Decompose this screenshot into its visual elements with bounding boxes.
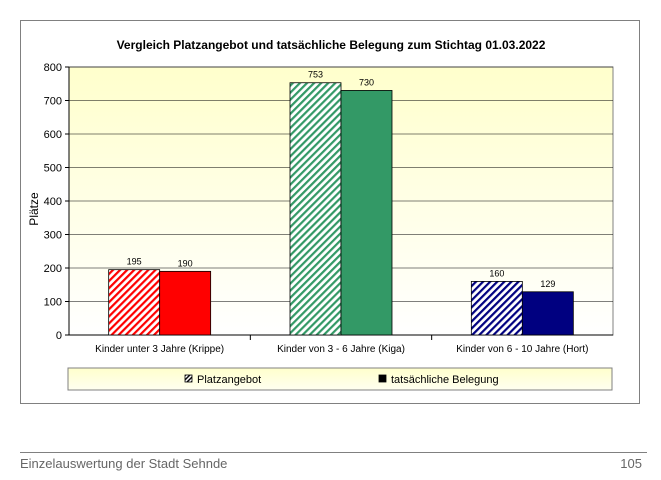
y-tick-label: 100 bbox=[44, 297, 62, 309]
bar-chart: Vergleich Platzangebot und tatsächliche … bbox=[27, 38, 614, 391]
plot-area: 0 100 200 300 400 500 600 700 800 195 190 Kinder un… bbox=[44, 62, 614, 355]
bar bbox=[470, 280, 523, 336]
x-tick-label: Kinder unter 3 Jahre (Krippe) bbox=[95, 344, 224, 355]
data-label: 730 bbox=[359, 77, 374, 87]
y-tick-label: 400 bbox=[44, 196, 62, 208]
legend-box bbox=[67, 367, 613, 391]
chart-title: Vergleich Platzangebot und tatsächliche … bbox=[117, 38, 546, 52]
data-label: 190 bbox=[178, 258, 193, 268]
page-number: 105 bbox=[620, 456, 642, 471]
bar bbox=[159, 270, 212, 336]
legend: Platzangebot tatsächliche Belegung bbox=[67, 367, 613, 391]
bar bbox=[521, 291, 574, 336]
footer-divider bbox=[20, 452, 647, 453]
legend-swatch bbox=[378, 374, 387, 383]
data-label: 195 bbox=[127, 257, 142, 267]
legend-swatch bbox=[184, 374, 193, 383]
data-label: 753 bbox=[308, 70, 323, 80]
y-tick-label: 200 bbox=[44, 263, 62, 275]
data-label: 160 bbox=[489, 268, 504, 278]
x-tick-label: Kinder von 3 - 6 Jahre (Kiga) bbox=[277, 344, 405, 355]
bar bbox=[289, 82, 342, 336]
y-tick-label: 600 bbox=[44, 129, 62, 141]
y-axis-label: Plätze bbox=[27, 192, 41, 226]
y-tick-label: 800 bbox=[44, 62, 62, 74]
y-tick-label: 300 bbox=[44, 230, 62, 242]
bar bbox=[340, 90, 393, 336]
legend-entry: Platzangebot bbox=[197, 374, 261, 386]
chart-frame: Vergleich Platzangebot und tatsächliche … bbox=[20, 20, 640, 404]
data-label: 129 bbox=[540, 279, 555, 289]
y-tick-label: 0 bbox=[56, 330, 62, 342]
legend-entry: tatsächliche Belegung bbox=[391, 374, 499, 386]
y-tick-label: 500 bbox=[44, 163, 62, 175]
bar bbox=[108, 269, 161, 336]
y-tick-label: 700 bbox=[44, 96, 62, 108]
footer-text: Einzelauswertung der Stadt Sehnde bbox=[20, 456, 228, 471]
x-tick-label: Kinder von 6 - 10 Jahre (Hort) bbox=[456, 344, 588, 355]
